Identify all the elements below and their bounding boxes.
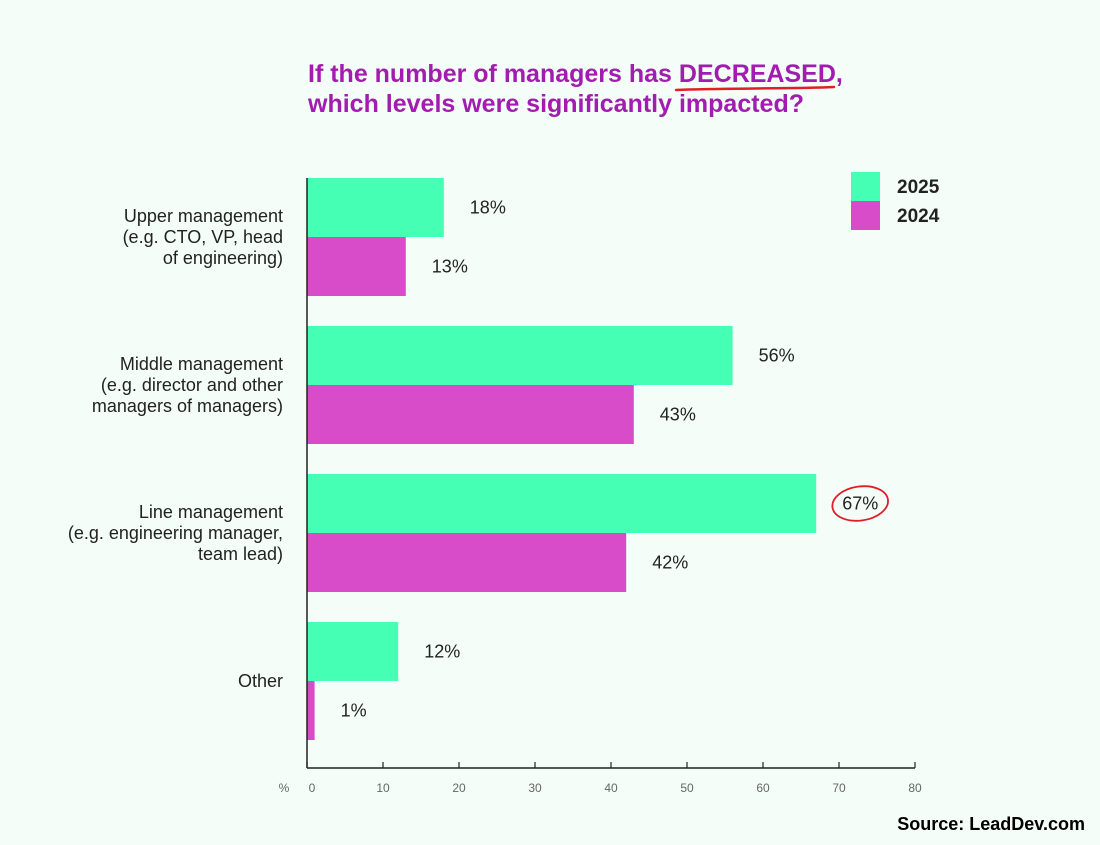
x-tick-label: 30 xyxy=(528,781,542,795)
category-label-line: Middle management xyxy=(120,354,283,374)
bar-2025 xyxy=(307,178,444,237)
x-unit-label: % xyxy=(279,781,290,795)
title-segment: DECREASED, xyxy=(679,60,843,88)
legend-swatch-2025 xyxy=(851,172,880,201)
bar-2025 xyxy=(307,326,733,385)
title-segment: If the number of managers has xyxy=(308,60,679,88)
value-label-2025: 12% xyxy=(424,642,460,662)
x-tick-label: 60 xyxy=(756,781,770,795)
category-label: Middle management (e.g. director and othe… xyxy=(92,354,283,416)
category-label-line: (e.g. engineering manager, xyxy=(68,523,283,543)
value-label-2025: 67% xyxy=(842,494,878,514)
chart-title: If the number of managers has DECREASED,… xyxy=(307,60,843,118)
category-label-line: (e.g. director and other xyxy=(101,375,283,395)
legend: 2025 2024 xyxy=(851,172,940,230)
category-label-line: managers of managers) xyxy=(92,396,283,416)
value-label-2024: 1% xyxy=(341,701,367,721)
value-label-2025: 56% xyxy=(759,346,795,366)
category-label-line: of engineering) xyxy=(163,248,283,268)
title-line-2: which levels were significantly impacted… xyxy=(307,90,804,118)
x-axis: 0 10 20 30 40 50 60 70 80% xyxy=(279,178,922,795)
legend-label-2024: 2024 xyxy=(897,206,940,227)
x-tick-label: 40 xyxy=(604,781,618,795)
category-labels: Upper management (e.g. CTO, VP, head of en… xyxy=(68,206,283,691)
category-label-line: Other xyxy=(238,671,283,691)
bar-2024 xyxy=(307,533,627,592)
bar-2025 xyxy=(307,474,817,533)
bar-2024 xyxy=(307,385,634,444)
category-label: Upper management (e.g. CTO, VP, head of en… xyxy=(123,206,283,268)
value-labels: 18% 56% 67% 12% 13% 43% 42% 1% xyxy=(341,198,889,721)
title-segment: which levels were significantly impacted… xyxy=(307,90,804,118)
bar-2024 xyxy=(307,681,315,740)
category-label-line: (e.g. CTO, VP, head xyxy=(123,227,283,247)
value-label-2024: 13% xyxy=(432,257,468,277)
title-underline xyxy=(674,85,836,92)
category-label: Other xyxy=(238,671,283,691)
source-credit: Source: LeadDev.com xyxy=(897,814,1085,834)
title-line-1: If the number of managers has DECREASED, xyxy=(308,60,843,88)
x-tick-label: 0 xyxy=(309,781,316,795)
x-tick-label: 20 xyxy=(452,781,466,795)
bar-2024 xyxy=(307,237,406,296)
x-tick-label: 50 xyxy=(680,781,694,795)
highlight-circle xyxy=(831,485,889,522)
category-label: Line management (e.g. engineering manager… xyxy=(68,502,283,564)
bar-2025 xyxy=(307,622,399,681)
legend-swatch-2024 xyxy=(851,201,880,230)
category-label-line: Upper management xyxy=(124,206,283,226)
category-label-line: team lead) xyxy=(198,544,283,564)
x-tick-label: 70 xyxy=(832,781,846,795)
value-label-2024: 42% xyxy=(652,553,688,573)
bars xyxy=(307,178,817,740)
x-tick-label: 80 xyxy=(908,781,922,795)
value-label-2024: 43% xyxy=(660,405,696,425)
category-label-line: Line management xyxy=(139,502,283,522)
value-label-2025: 18% xyxy=(470,198,506,218)
x-tick-label: 10 xyxy=(376,781,390,795)
legend-label-2025: 2025 xyxy=(897,177,940,198)
